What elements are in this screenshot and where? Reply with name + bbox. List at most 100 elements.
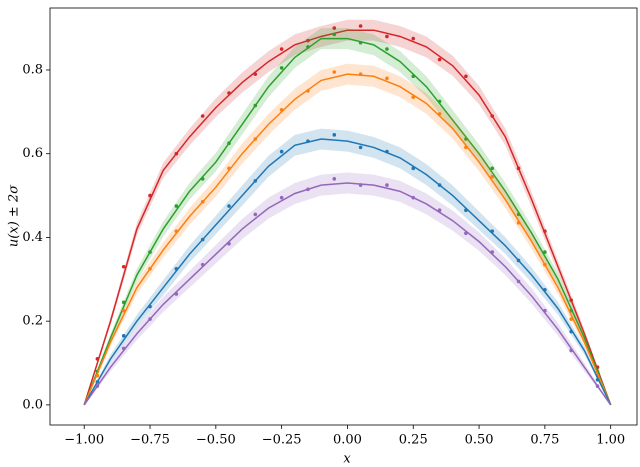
observation <box>200 262 205 267</box>
observation <box>174 229 179 233</box>
observation <box>437 57 442 62</box>
observation <box>464 74 468 79</box>
observation <box>437 208 442 213</box>
observation <box>569 298 573 303</box>
y-tick-label: 0.0 <box>22 397 43 412</box>
observation <box>569 348 573 353</box>
observation <box>516 279 521 284</box>
observation <box>464 208 468 213</box>
observation <box>516 258 521 263</box>
observation <box>490 174 495 179</box>
observation <box>253 72 258 76</box>
y-tick-label: 0.6 <box>22 146 43 161</box>
observation <box>148 304 152 309</box>
observation <box>490 250 495 254</box>
observation <box>332 26 337 30</box>
observation <box>358 72 363 76</box>
observation <box>385 47 389 51</box>
observation <box>174 204 179 208</box>
observation <box>464 137 468 141</box>
observation <box>490 114 495 118</box>
observation <box>227 141 231 146</box>
observation <box>543 229 547 233</box>
observation <box>411 95 416 99</box>
observation <box>95 357 100 361</box>
observation <box>174 151 179 156</box>
observation <box>95 373 100 378</box>
observation <box>385 34 389 39</box>
observation <box>227 91 231 95</box>
observation <box>464 145 468 150</box>
observation <box>411 74 416 79</box>
observation <box>543 250 547 254</box>
confidence-band <box>84 28 611 405</box>
observation <box>358 40 363 45</box>
observation <box>148 250 152 254</box>
observation <box>279 149 284 154</box>
observation <box>411 195 416 200</box>
observation <box>595 377 600 382</box>
observation <box>227 166 231 171</box>
observation <box>148 317 152 321</box>
x-axis-label: x <box>343 452 351 467</box>
observation <box>437 112 442 116</box>
observation <box>253 212 258 217</box>
x-tick-label: 0.25 <box>399 433 428 448</box>
x-tick-label: 0.50 <box>465 433 494 448</box>
observation <box>279 107 284 112</box>
observation <box>358 145 363 150</box>
y-tick-label: 0.2 <box>22 314 43 329</box>
x-tick-label: −0.25 <box>262 433 302 448</box>
observation <box>332 177 337 181</box>
observation <box>148 267 152 271</box>
observation <box>121 334 126 338</box>
observation <box>306 89 310 93</box>
x-tick-label: −1.00 <box>64 433 104 448</box>
x-tick-label: 0.00 <box>333 433 362 448</box>
observation <box>385 149 389 154</box>
y-axis-label: u(x) ± 2σ <box>7 184 22 247</box>
observation <box>279 195 284 200</box>
observation <box>121 264 126 269</box>
observation <box>200 237 205 242</box>
x-tick-label: −0.50 <box>196 433 236 448</box>
observation <box>200 114 205 118</box>
observation <box>306 187 310 192</box>
mean-line <box>83 37 612 406</box>
observation <box>411 36 416 41</box>
observation <box>227 204 231 208</box>
observation <box>516 166 521 171</box>
observation <box>332 133 337 137</box>
observation <box>332 32 337 37</box>
observation <box>121 346 126 351</box>
observation <box>516 220 521 225</box>
observation <box>306 38 310 43</box>
mean-line <box>83 182 612 406</box>
observation <box>385 76 389 81</box>
observation <box>200 200 205 204</box>
observation <box>253 103 258 108</box>
plot-frame <box>49 7 638 426</box>
mean-line <box>83 138 612 406</box>
observation <box>148 193 152 198</box>
observation <box>253 137 258 141</box>
observation <box>200 177 205 181</box>
observation <box>121 308 126 313</box>
x-tick-label: 1.00 <box>596 433 625 448</box>
observation <box>279 47 284 51</box>
observation <box>121 300 126 305</box>
observation <box>490 229 495 233</box>
observation <box>569 317 573 321</box>
observation <box>543 308 547 313</box>
observation <box>332 70 337 74</box>
observation <box>358 183 363 187</box>
observation <box>437 99 442 104</box>
observation <box>385 183 389 187</box>
mean-line <box>83 73 612 406</box>
observation <box>464 231 468 236</box>
observation <box>516 212 521 217</box>
observation <box>569 329 573 334</box>
observation <box>253 179 258 183</box>
observation <box>174 292 179 296</box>
observation <box>411 166 416 171</box>
